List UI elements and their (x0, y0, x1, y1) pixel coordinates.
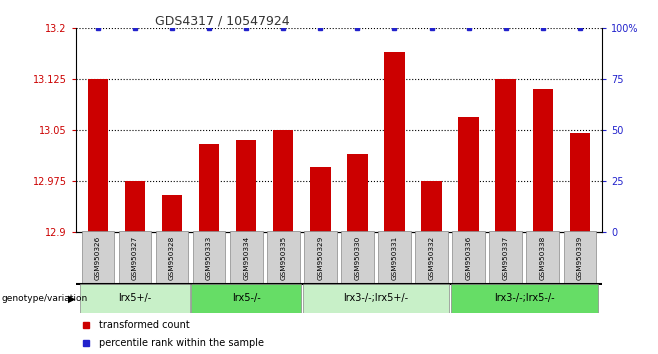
Bar (347, 154, 368, 232)
Text: GSM950331: GSM950331 (392, 235, 397, 280)
FancyBboxPatch shape (415, 231, 448, 284)
Bar (125, 181, 145, 232)
FancyBboxPatch shape (267, 231, 299, 284)
Text: GSM950326: GSM950326 (95, 235, 101, 280)
Bar (310, 167, 330, 232)
Text: GSM950334: GSM950334 (243, 235, 249, 280)
Text: GDS4317 / 10547924: GDS4317 / 10547924 (155, 14, 290, 27)
Text: genotype/variation: genotype/variation (1, 294, 88, 303)
Bar (199, 144, 219, 232)
FancyBboxPatch shape (452, 231, 485, 284)
Text: GSM950332: GSM950332 (428, 235, 434, 280)
FancyBboxPatch shape (191, 284, 301, 313)
Text: lrx3-/-;lrx5-/-: lrx3-/-;lrx5-/- (494, 293, 555, 303)
Text: GSM950330: GSM950330 (355, 235, 361, 280)
Text: lrx5-/-: lrx5-/- (232, 293, 261, 303)
Text: ▶: ▶ (68, 293, 75, 303)
FancyBboxPatch shape (156, 231, 188, 284)
FancyBboxPatch shape (451, 284, 597, 313)
FancyBboxPatch shape (303, 284, 449, 313)
Text: percentile rank within the sample: percentile rank within the sample (99, 338, 265, 348)
Text: GSM950337: GSM950337 (503, 235, 509, 280)
Text: GSM950335: GSM950335 (280, 235, 286, 280)
FancyBboxPatch shape (526, 231, 559, 284)
Bar (495, 79, 516, 232)
Bar (273, 130, 293, 232)
Text: GSM950327: GSM950327 (132, 235, 138, 280)
FancyBboxPatch shape (118, 231, 151, 284)
Text: GSM950328: GSM950328 (169, 235, 175, 280)
Text: GSM950333: GSM950333 (206, 235, 212, 280)
Text: GSM950329: GSM950329 (317, 235, 323, 280)
FancyBboxPatch shape (341, 231, 374, 284)
Text: lrx3-/-;lrx5+/-: lrx3-/-;lrx5+/- (343, 293, 409, 303)
Bar (384, 52, 405, 232)
FancyBboxPatch shape (80, 284, 190, 313)
Bar (88, 79, 108, 232)
Text: GSM950339: GSM950339 (577, 235, 583, 280)
FancyBboxPatch shape (563, 231, 596, 284)
Bar (162, 195, 182, 232)
Bar (421, 181, 442, 232)
Bar (236, 140, 257, 232)
FancyBboxPatch shape (490, 231, 522, 284)
FancyBboxPatch shape (230, 231, 263, 284)
Bar (459, 116, 479, 232)
FancyBboxPatch shape (378, 231, 411, 284)
Bar (570, 133, 590, 232)
Text: transformed count: transformed count (99, 320, 190, 330)
Bar (532, 90, 553, 232)
Text: GSM950336: GSM950336 (466, 235, 472, 280)
FancyBboxPatch shape (193, 231, 226, 284)
FancyBboxPatch shape (82, 231, 114, 284)
FancyBboxPatch shape (304, 231, 337, 284)
Text: GSM950338: GSM950338 (540, 235, 545, 280)
Text: lrx5+/-: lrx5+/- (118, 293, 151, 303)
